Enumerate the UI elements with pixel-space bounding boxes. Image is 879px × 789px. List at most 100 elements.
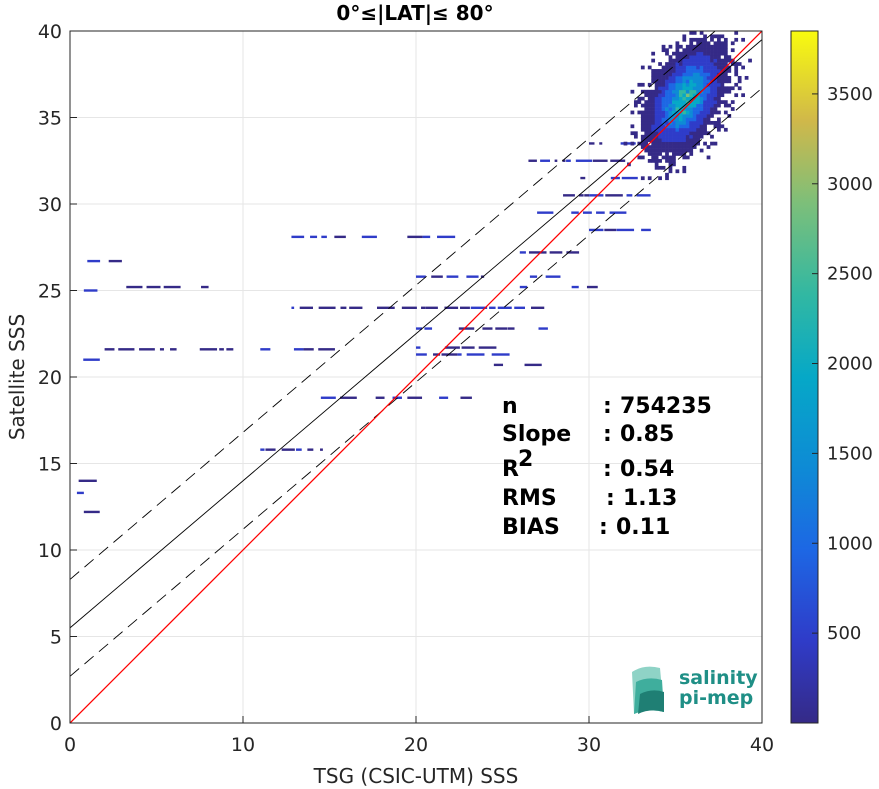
histogram-cell bbox=[696, 127, 701, 132]
histogram-cell bbox=[658, 79, 662, 84]
histogram-cell bbox=[678, 69, 683, 73]
histogram-cell bbox=[651, 145, 656, 149]
histogram-cell bbox=[672, 107, 676, 111]
histogram-cell bbox=[675, 89, 680, 94]
data-cell bbox=[589, 228, 604, 232]
histogram-cell bbox=[706, 65, 711, 70]
histogram-cell bbox=[730, 107, 735, 111]
colorbar-tick-label: 1500 bbox=[827, 443, 873, 464]
histogram-cell bbox=[658, 69, 662, 73]
data-cell bbox=[291, 235, 305, 239]
histogram-cell bbox=[723, 72, 728, 77]
histogram-cell bbox=[672, 89, 676, 94]
histogram-cell bbox=[672, 120, 676, 125]
data-cell bbox=[431, 275, 443, 278]
histogram-cell bbox=[699, 72, 704, 77]
histogram-cell bbox=[668, 55, 673, 59]
data-cell bbox=[562, 159, 566, 162]
histogram-cell bbox=[672, 138, 676, 143]
histogram-cell bbox=[647, 89, 652, 94]
histogram-cell bbox=[654, 148, 659, 153]
histogram-cell bbox=[665, 79, 669, 84]
histogram-cell bbox=[692, 55, 697, 59]
histogram-cell bbox=[710, 107, 714, 111]
histogram-cell bbox=[692, 100, 697, 104]
histogram-cell bbox=[706, 89, 711, 94]
histogram-cell bbox=[675, 82, 680, 87]
histogram-cell bbox=[682, 145, 687, 149]
histogram-cell bbox=[723, 37, 728, 42]
histogram-cell bbox=[651, 141, 656, 146]
histogram-cell bbox=[699, 48, 704, 53]
histogram-cell bbox=[647, 134, 652, 139]
histogram-cell bbox=[682, 48, 687, 53]
histogram-cell bbox=[675, 117, 680, 122]
histogram-cell bbox=[689, 86, 694, 91]
histogram-cell bbox=[682, 120, 687, 125]
histogram-cell bbox=[717, 79, 721, 84]
stat-label: RMS bbox=[502, 486, 557, 511]
colorbar-tick-label: 3000 bbox=[827, 174, 873, 195]
stat-separator: : bbox=[603, 394, 612, 419]
histogram-cell bbox=[668, 82, 673, 87]
histogram-cell bbox=[651, 79, 656, 84]
histogram-cell bbox=[692, 51, 697, 56]
histogram-cell bbox=[630, 131, 635, 136]
histogram-cell bbox=[682, 34, 687, 39]
colorbar-tick-label: 500 bbox=[827, 623, 861, 644]
histogram-cell bbox=[644, 114, 649, 118]
histogram-cell bbox=[658, 110, 662, 115]
data-cell bbox=[459, 306, 470, 309]
data-cell bbox=[446, 275, 459, 278]
histogram-cell bbox=[637, 82, 642, 87]
histogram-cell bbox=[672, 148, 676, 153]
histogram-cell bbox=[689, 62, 694, 66]
histogram-cell bbox=[682, 37, 687, 42]
histogram-cell bbox=[672, 93, 676, 98]
histogram-cell bbox=[699, 62, 704, 66]
histogram-cell bbox=[658, 72, 662, 77]
data-cell bbox=[291, 306, 295, 309]
histogram-cell bbox=[651, 120, 656, 125]
histogram-cell bbox=[661, 79, 666, 84]
histogram-cell bbox=[703, 37, 707, 42]
histogram-cell bbox=[713, 120, 718, 125]
histogram-cell bbox=[703, 96, 707, 101]
stat-separator: : bbox=[599, 515, 608, 540]
histogram-cell bbox=[654, 103, 659, 108]
histogram-cell bbox=[675, 93, 680, 98]
histogram-cell bbox=[675, 131, 680, 136]
histogram-cell bbox=[703, 120, 707, 125]
histogram-cell bbox=[720, 41, 725, 46]
histogram-cell bbox=[696, 75, 701, 80]
data-cell bbox=[361, 235, 377, 239]
histogram-cell bbox=[640, 96, 645, 101]
histogram-cell bbox=[713, 44, 718, 49]
histogram-cell bbox=[689, 117, 694, 122]
histogram-cell bbox=[710, 34, 714, 39]
histogram-cell bbox=[696, 41, 701, 46]
histogram-cell bbox=[717, 124, 721, 129]
data-cell bbox=[575, 159, 593, 162]
histogram-cell bbox=[640, 110, 645, 115]
histogram-cell bbox=[682, 117, 687, 122]
histogram-cell bbox=[672, 82, 676, 87]
histogram-cell bbox=[678, 134, 683, 139]
histogram-cell bbox=[717, 117, 721, 122]
histogram-cell bbox=[710, 75, 714, 80]
data-cell bbox=[416, 346, 421, 349]
histogram-cell bbox=[720, 44, 725, 49]
histogram-cell bbox=[713, 69, 718, 73]
histogram-cell bbox=[696, 51, 701, 56]
stat-label: Slope bbox=[502, 422, 571, 447]
histogram-cell bbox=[654, 89, 659, 94]
histogram-cell bbox=[651, 152, 656, 156]
histogram-cell bbox=[734, 37, 739, 42]
histogram-cell bbox=[730, 86, 735, 91]
histogram-cell bbox=[689, 148, 694, 153]
stat-label: BIAS bbox=[502, 515, 560, 540]
histogram-cell bbox=[633, 134, 638, 139]
histogram-cell bbox=[685, 131, 690, 136]
histogram-cell bbox=[668, 107, 673, 111]
data-marks bbox=[76, 31, 752, 514]
